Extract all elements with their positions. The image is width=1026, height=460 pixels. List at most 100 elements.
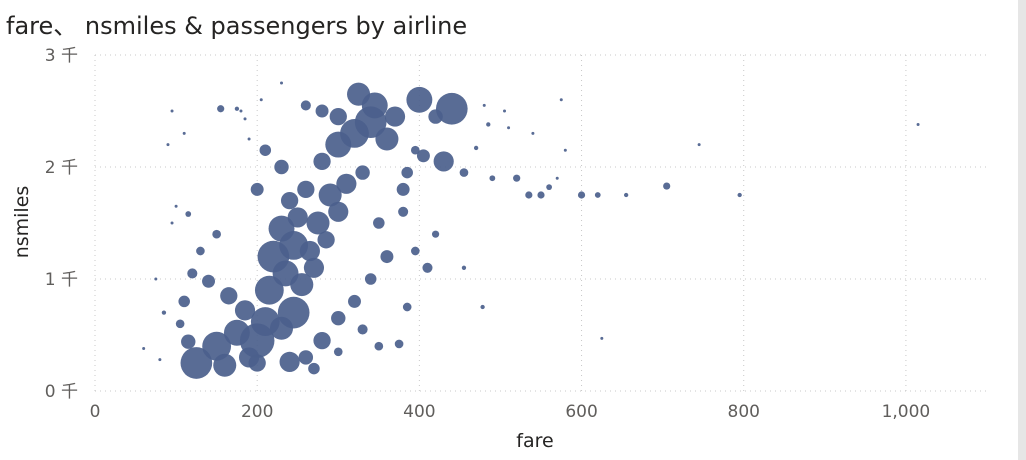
data-point[interactable]: [373, 217, 385, 229]
data-point[interactable]: [348, 294, 361, 308]
data-point[interactable]: [594, 192, 601, 198]
data-point[interactable]: [217, 105, 225, 113]
data-point[interactable]: [410, 145, 420, 155]
data-point[interactable]: [410, 246, 420, 256]
data-point[interactable]: [212, 229, 221, 239]
data-point[interactable]: [384, 106, 406, 127]
data-point[interactable]: [396, 182, 410, 196]
data-point[interactable]: [142, 346, 146, 350]
data-point[interactable]: [507, 126, 511, 130]
data-point[interactable]: [166, 143, 170, 147]
data-point[interactable]: [503, 109, 507, 113]
data-point[interactable]: [170, 221, 174, 225]
data-point[interactable]: [401, 166, 413, 179]
data-point[interactable]: [333, 347, 343, 357]
data-point[interactable]: [196, 246, 205, 256]
data-point[interactable]: [280, 191, 299, 210]
data-point[interactable]: [357, 324, 368, 335]
data-point[interactable]: [277, 296, 310, 329]
data-point[interactable]: [202, 274, 216, 288]
data-point[interactable]: [482, 103, 486, 107]
data-point[interactable]: [697, 143, 701, 147]
data-point[interactable]: [394, 339, 404, 349]
data-point[interactable]: [248, 354, 266, 372]
data-point[interactable]: [250, 182, 264, 196]
data-point[interactable]: [180, 347, 213, 379]
data-point[interactable]: [178, 295, 190, 308]
data-point[interactable]: [299, 240, 320, 262]
data-point[interactable]: [513, 174, 521, 182]
data-point[interactable]: [290, 273, 314, 297]
data-point[interactable]: [259, 144, 272, 156]
data-point[interactable]: [398, 206, 409, 217]
data-point[interactable]: [623, 192, 629, 198]
data-point[interactable]: [239, 109, 243, 113]
data-point[interactable]: [220, 287, 238, 305]
data-point[interactable]: [297, 180, 315, 199]
data-point[interactable]: [406, 86, 433, 113]
data-point[interactable]: [577, 191, 586, 199]
data-point[interactable]: [175, 319, 185, 329]
data-point[interactable]: [416, 149, 430, 163]
data-point[interactable]: [298, 350, 314, 365]
data-point[interactable]: [433, 151, 454, 172]
data-point[interactable]: [247, 137, 251, 141]
data-point[interactable]: [181, 334, 196, 349]
data-point[interactable]: [375, 127, 399, 151]
data-point[interactable]: [254, 275, 284, 305]
data-point[interactable]: [331, 311, 346, 326]
data-point[interactable]: [329, 107, 347, 126]
data-point[interactable]: [737, 192, 742, 198]
data-point[interactable]: [303, 257, 325, 278]
data-point[interactable]: [308, 362, 320, 375]
data-point[interactable]: [234, 300, 256, 321]
data-point[interactable]: [300, 100, 311, 111]
data-point[interactable]: [158, 358, 162, 362]
data-point[interactable]: [461, 265, 467, 270]
data-point[interactable]: [287, 207, 308, 228]
data-point[interactable]: [563, 148, 567, 152]
data-point[interactable]: [361, 92, 388, 119]
data-point[interactable]: [315, 104, 329, 118]
data-point[interactable]: [182, 131, 186, 135]
data-point[interactable]: [318, 183, 342, 207]
data-point[interactable]: [663, 182, 671, 190]
data-point[interactable]: [355, 165, 370, 180]
data-point[interactable]: [546, 184, 552, 191]
data-point[interactable]: [531, 131, 535, 135]
data-point[interactable]: [600, 336, 604, 340]
data-point[interactable]: [268, 215, 295, 242]
data-point[interactable]: [525, 191, 533, 199]
data-point[interactable]: [170, 109, 174, 113]
data-point[interactable]: [559, 98, 563, 102]
data-point[interactable]: [161, 310, 167, 315]
data-point[interactable]: [336, 173, 357, 194]
data-point[interactable]: [313, 331, 331, 350]
data-point[interactable]: [916, 122, 920, 126]
data-point[interactable]: [380, 250, 394, 264]
data-point[interactable]: [328, 201, 349, 222]
data-point[interactable]: [317, 231, 335, 249]
data-point[interactable]: [480, 304, 485, 310]
data-point[interactable]: [279, 351, 300, 372]
data-point[interactable]: [280, 81, 284, 85]
data-point[interactable]: [187, 268, 198, 279]
data-point[interactable]: [555, 176, 559, 180]
data-point[interactable]: [486, 122, 491, 127]
data-point[interactable]: [537, 191, 545, 199]
data-point[interactable]: [202, 331, 232, 361]
data-point[interactable]: [313, 152, 331, 171]
data-point[interactable]: [428, 109, 443, 124]
data-point[interactable]: [364, 273, 377, 285]
data-point[interactable]: [435, 92, 468, 125]
data-point[interactable]: [243, 117, 247, 121]
data-point[interactable]: [489, 175, 496, 182]
data-point[interactable]: [422, 262, 433, 273]
data-point[interactable]: [306, 211, 330, 235]
data-point[interactable]: [234, 106, 240, 111]
data-point[interactable]: [459, 168, 469, 177]
data-point[interactable]: [473, 145, 479, 151]
data-point[interactable]: [174, 204, 178, 208]
data-point[interactable]: [402, 302, 412, 312]
data-point[interactable]: [259, 98, 263, 102]
